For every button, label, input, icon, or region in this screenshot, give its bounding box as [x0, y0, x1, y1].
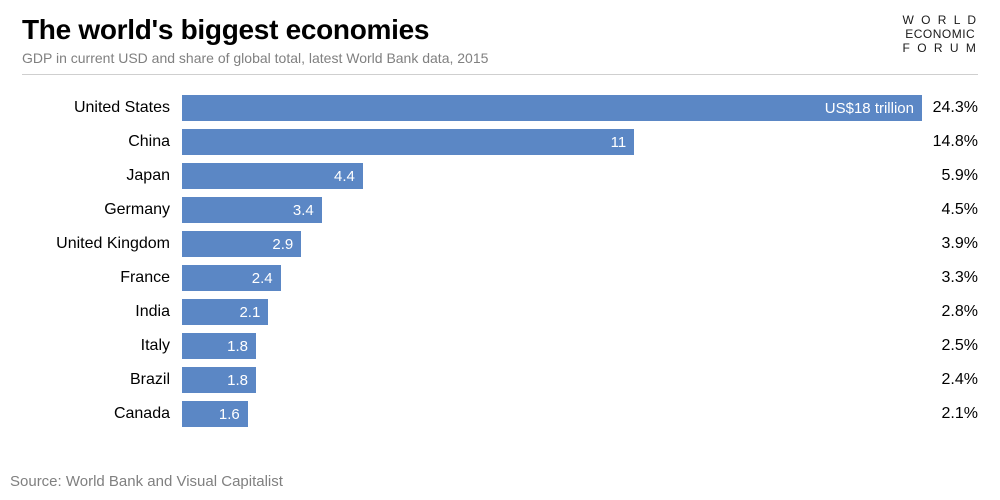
- pct-label: 5.9%: [922, 167, 978, 185]
- pct-label: 3.3%: [922, 269, 978, 287]
- bar: 3.4: [182, 197, 322, 223]
- chart-container: The world's biggest economies GDP in cur…: [0, 0, 1000, 500]
- pct-label: 2.1%: [922, 405, 978, 423]
- pct-label: 2.5%: [922, 337, 978, 355]
- bar-row: Japan 4.4 5.9%: [22, 159, 978, 193]
- wef-logo-line2: ECONOMIC: [902, 28, 978, 42]
- country-label: Italy: [22, 337, 182, 355]
- country-label: China: [22, 133, 182, 151]
- bar-row: Germany 3.4 4.5%: [22, 193, 978, 227]
- bar-area: 2.1: [182, 299, 922, 325]
- pct-label: 24.3%: [922, 99, 978, 117]
- bar: US$18 trillion: [182, 95, 922, 121]
- bar: 2.1: [182, 299, 268, 325]
- bar-area: US$18 trillion: [182, 95, 922, 121]
- bar-value-label: 1.8: [227, 338, 248, 355]
- bar-value-label: 3.4: [293, 202, 314, 219]
- bar: 1.8: [182, 367, 256, 393]
- bar-value-label: 2.1: [239, 304, 260, 321]
- bar-value-label: US$18 trillion: [825, 100, 914, 117]
- bar-value-label: 1.8: [227, 372, 248, 389]
- wef-logo: W O R L D ECONOMIC F O R U M: [902, 14, 978, 55]
- bar: 4.4: [182, 163, 363, 189]
- country-label: Canada: [22, 405, 182, 423]
- bar-row: Canada 1.6 2.1%: [22, 397, 978, 431]
- bar-row: United Kingdom 2.9 3.9%: [22, 227, 978, 261]
- title-block: The world's biggest economies GDP in cur…: [22, 14, 488, 66]
- pct-label: 14.8%: [922, 133, 978, 151]
- country-label: Germany: [22, 201, 182, 219]
- pct-label: 2.8%: [922, 303, 978, 321]
- bar-area: 4.4: [182, 163, 922, 189]
- bar-area: 3.4: [182, 197, 922, 223]
- bar-value-label: 2.9: [272, 236, 293, 253]
- country-label: India: [22, 303, 182, 321]
- wef-logo-line3: F O R U M: [902, 42, 978, 56]
- source-label: Source: World Bank and Visual Capitalist: [10, 473, 283, 490]
- country-label: United Kingdom: [22, 235, 182, 253]
- pct-label: 3.9%: [922, 235, 978, 253]
- bar-area: 1.6: [182, 401, 922, 427]
- country-label: Brazil: [22, 371, 182, 389]
- bar-chart: United States US$18 trillion 24.3% China 11 1…: [22, 91, 978, 431]
- country-label: United States: [22, 99, 182, 117]
- bar-area: 2.4: [182, 265, 922, 291]
- chart-subtitle: GDP in current USD and share of global t…: [22, 50, 488, 66]
- bar-area: 1.8: [182, 333, 922, 359]
- bar: 2.9: [182, 231, 301, 257]
- bar-area: 1.8: [182, 367, 922, 393]
- bar-row: France 2.4 3.3%: [22, 261, 978, 295]
- header-divider: [22, 74, 978, 75]
- bar-area: 2.9: [182, 231, 922, 257]
- pct-label: 2.4%: [922, 371, 978, 389]
- wef-logo-line1: W O R L D: [902, 14, 978, 28]
- bar-row: Brazil 1.8 2.4%: [22, 363, 978, 397]
- bar: 2.4: [182, 265, 281, 291]
- bar-value-label: 2.4: [252, 270, 273, 287]
- pct-label: 4.5%: [922, 201, 978, 219]
- bar-row: Italy 1.8 2.5%: [22, 329, 978, 363]
- bar-row: United States US$18 trillion 24.3%: [22, 91, 978, 125]
- country-label: Japan: [22, 167, 182, 185]
- bar-value-label: 1.6: [219, 406, 240, 423]
- bar: 11: [182, 129, 634, 155]
- chart-title: The world's biggest economies: [22, 14, 488, 46]
- bar-row: China 11 14.8%: [22, 125, 978, 159]
- bar: 1.8: [182, 333, 256, 359]
- header: The world's biggest economies GDP in cur…: [22, 14, 978, 66]
- bar-value-label: 4.4: [334, 168, 355, 185]
- bar-value-label: 11: [611, 134, 627, 151]
- country-label: France: [22, 269, 182, 287]
- bar: 1.6: [182, 401, 248, 427]
- bar-row: India 2.1 2.8%: [22, 295, 978, 329]
- bar-area: 11: [182, 129, 922, 155]
